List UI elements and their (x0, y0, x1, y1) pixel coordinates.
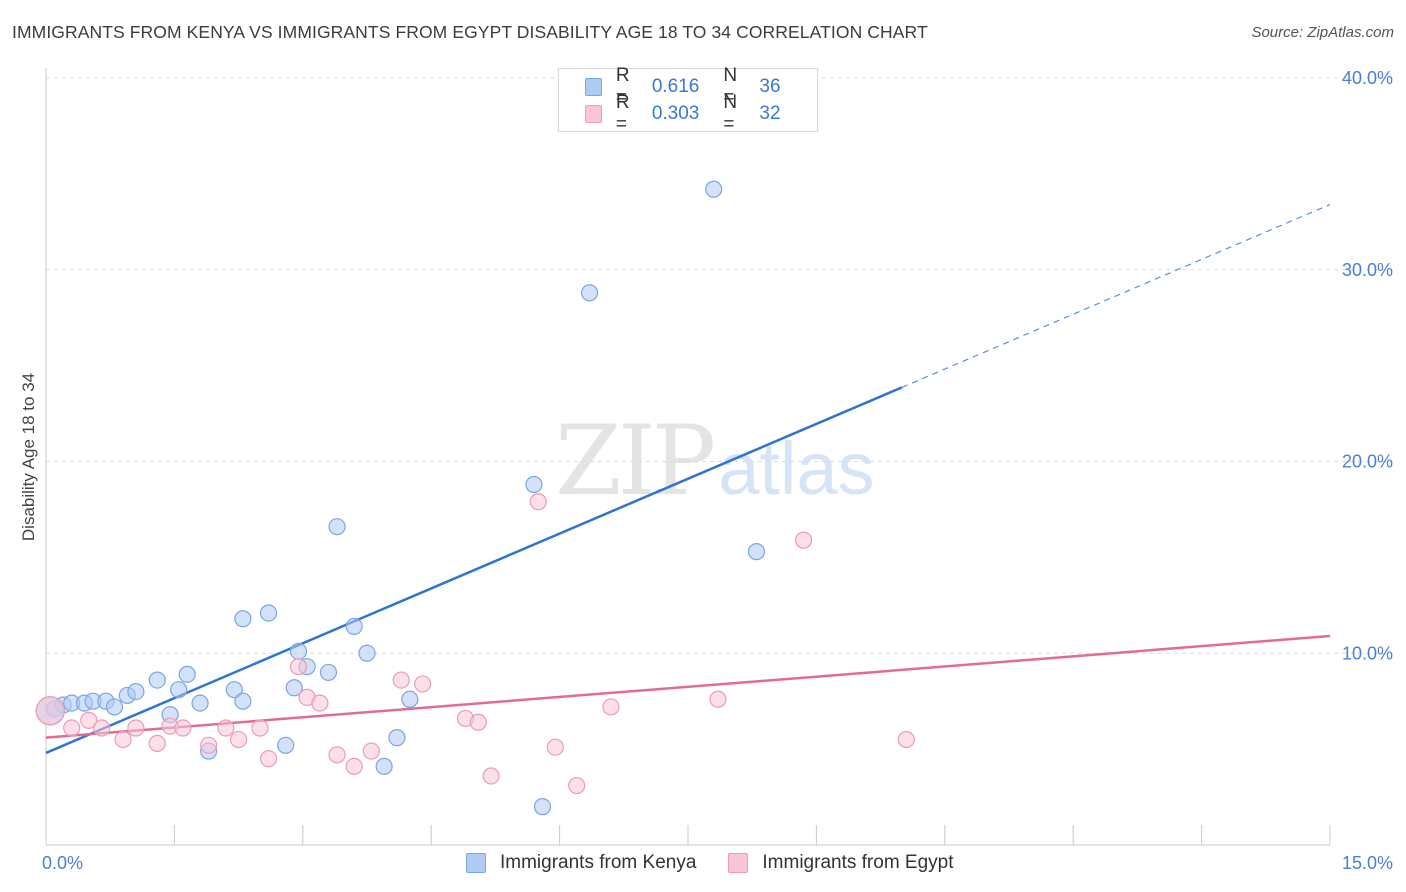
watermark-atlas: atlas (718, 427, 875, 510)
kenya-point (533, 798, 552, 816)
kenya-point (525, 475, 543, 494)
kenya-point (234, 610, 252, 628)
egypt-point (127, 719, 145, 737)
legend-r-value: 0.616 (651, 76, 700, 97)
egypt-point (328, 746, 346, 764)
egypt-point (602, 698, 620, 716)
series-swatch-kenya (466, 853, 486, 873)
watermark: ZIPatlas (555, 405, 875, 517)
y-tick-label: 20.0% (1342, 452, 1393, 472)
egypt-point (174, 719, 192, 737)
egypt-point (392, 671, 410, 689)
legend-swatch-egypt (585, 105, 602, 123)
egypt-point (362, 742, 380, 760)
x-tick-label-min: 0.0% (42, 853, 83, 873)
egypt-point (529, 493, 547, 511)
kenya-point (191, 694, 209, 712)
egypt-point (345, 757, 363, 775)
correlation-legend: R = 0.616 N = 36 R = 0.303 N = 32 (558, 65, 818, 135)
kenya-point (170, 681, 188, 699)
egypt-point (469, 713, 487, 731)
kenya-point (225, 681, 243, 699)
egypt-point (148, 734, 166, 752)
source-credit: Source: ZipAtlas.com (1251, 24, 1394, 41)
chart-title: IMMIGRANTS FROM KENYA VS IMMIGRANTS FROM… (12, 22, 928, 42)
gridlines (46, 77, 1392, 654)
kenya-point (705, 180, 723, 198)
kenya-point (127, 682, 145, 701)
egypt-point (200, 736, 218, 754)
kenya-trend-extension (901, 204, 1331, 388)
egypt-point (35, 696, 65, 726)
trend-lines (45, 204, 1331, 755)
legend-r-value: 0.303 (651, 103, 700, 124)
egypt-point (568, 776, 586, 795)
kenya-point (259, 604, 278, 622)
series-label-kenya: Immigrants from Kenya (500, 852, 697, 873)
kenya-point (277, 736, 295, 754)
x-tick-label-max: 15.0% (1342, 853, 1393, 873)
legend-n-label: N = (723, 65, 738, 108)
egypt-point (251, 719, 269, 737)
kenya-point (375, 757, 393, 775)
egypt-point (546, 738, 564, 756)
kenya-point (580, 284, 599, 302)
egypt-point (289, 658, 308, 676)
legend-n-value: 32 (759, 103, 781, 124)
series-legend-egypt[interactable]: Immigrants from Egypt (728, 852, 954, 874)
kenya-point (747, 543, 766, 561)
egypt-point (794, 531, 813, 549)
egypt-point (114, 730, 132, 749)
egypt-point (259, 750, 278, 768)
kenya-point (285, 679, 303, 697)
axes (45, 68, 1331, 846)
egypt-point (230, 730, 248, 749)
series-label-egypt: Immigrants from Egypt (762, 852, 954, 873)
kenya-point (401, 690, 419, 708)
kenya-point (234, 692, 252, 710)
egypt-point (414, 675, 432, 693)
kenya-point (345, 617, 363, 636)
egypt-point (897, 730, 915, 749)
series-legend: Immigrants from Kenya Immigrants from Eg… (466, 852, 986, 874)
legend-row-egypt: R = 0.303 N = 32 (585, 92, 817, 135)
data-points (35, 180, 915, 816)
series-swatch-egypt (728, 853, 749, 873)
egypt-point (93, 719, 111, 737)
egypt-point (482, 767, 500, 785)
egypt-point (80, 711, 98, 729)
legend-r-label: R = (615, 92, 630, 135)
kenya-point (388, 729, 406, 747)
kenya-point (178, 665, 196, 683)
axis-labels: 10.0% 20.0% 30.0% 40.0% 0.0% 15.0% Disability … (19, 68, 1393, 873)
legend-row-kenya: R = 0.616 N = 36 (585, 65, 817, 108)
kenya-point (358, 644, 376, 662)
legend-swatch-kenya (585, 78, 602, 96)
egypt-point (63, 719, 81, 737)
legend-n-label: N = (723, 92, 738, 135)
kenya-point (319, 663, 338, 682)
kenya-trend-line (45, 386, 903, 755)
y-axis-label: Disability Age 18 to 34 (19, 373, 38, 541)
egypt-point (311, 694, 329, 712)
y-tick-label: 40.0% (1342, 68, 1393, 88)
legend-n-value: 36 (759, 76, 781, 97)
y-tick-label: 10.0% (1342, 643, 1393, 663)
kenya-point (289, 642, 308, 660)
y-tick-label: 30.0% (1342, 260, 1393, 280)
legend-r-label: R = (615, 65, 630, 108)
egypt-point (217, 719, 235, 737)
series-legend-kenya[interactable]: Immigrants from Kenya (466, 852, 696, 874)
kenya-point (105, 698, 124, 716)
kenya-point (148, 671, 166, 689)
kenya-point (328, 518, 346, 536)
egypt-point (709, 690, 727, 708)
